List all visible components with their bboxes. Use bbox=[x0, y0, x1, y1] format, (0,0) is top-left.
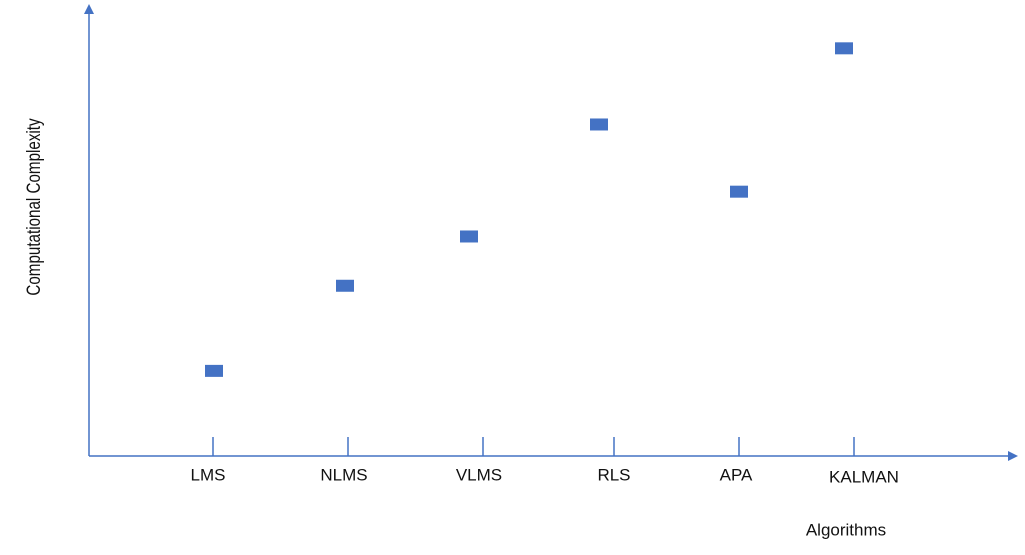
x-tick-label: APA bbox=[720, 465, 753, 484]
marker bbox=[835, 42, 853, 55]
y-axis-label: Computational Complexity bbox=[22, 118, 44, 296]
x-tick-label: KALMAN bbox=[829, 467, 899, 486]
x-axis-label: Algorithms bbox=[806, 520, 886, 539]
x-tick-label: VLMS bbox=[456, 465, 502, 484]
marker bbox=[460, 230, 478, 243]
x-tick-label: RLS bbox=[597, 465, 630, 484]
marker bbox=[590, 118, 608, 131]
x-tick-label: LMS bbox=[191, 465, 226, 484]
marker bbox=[730, 185, 748, 198]
marker bbox=[336, 279, 354, 292]
x-tick-label: NLMS bbox=[320, 465, 367, 484]
marker bbox=[205, 364, 223, 377]
